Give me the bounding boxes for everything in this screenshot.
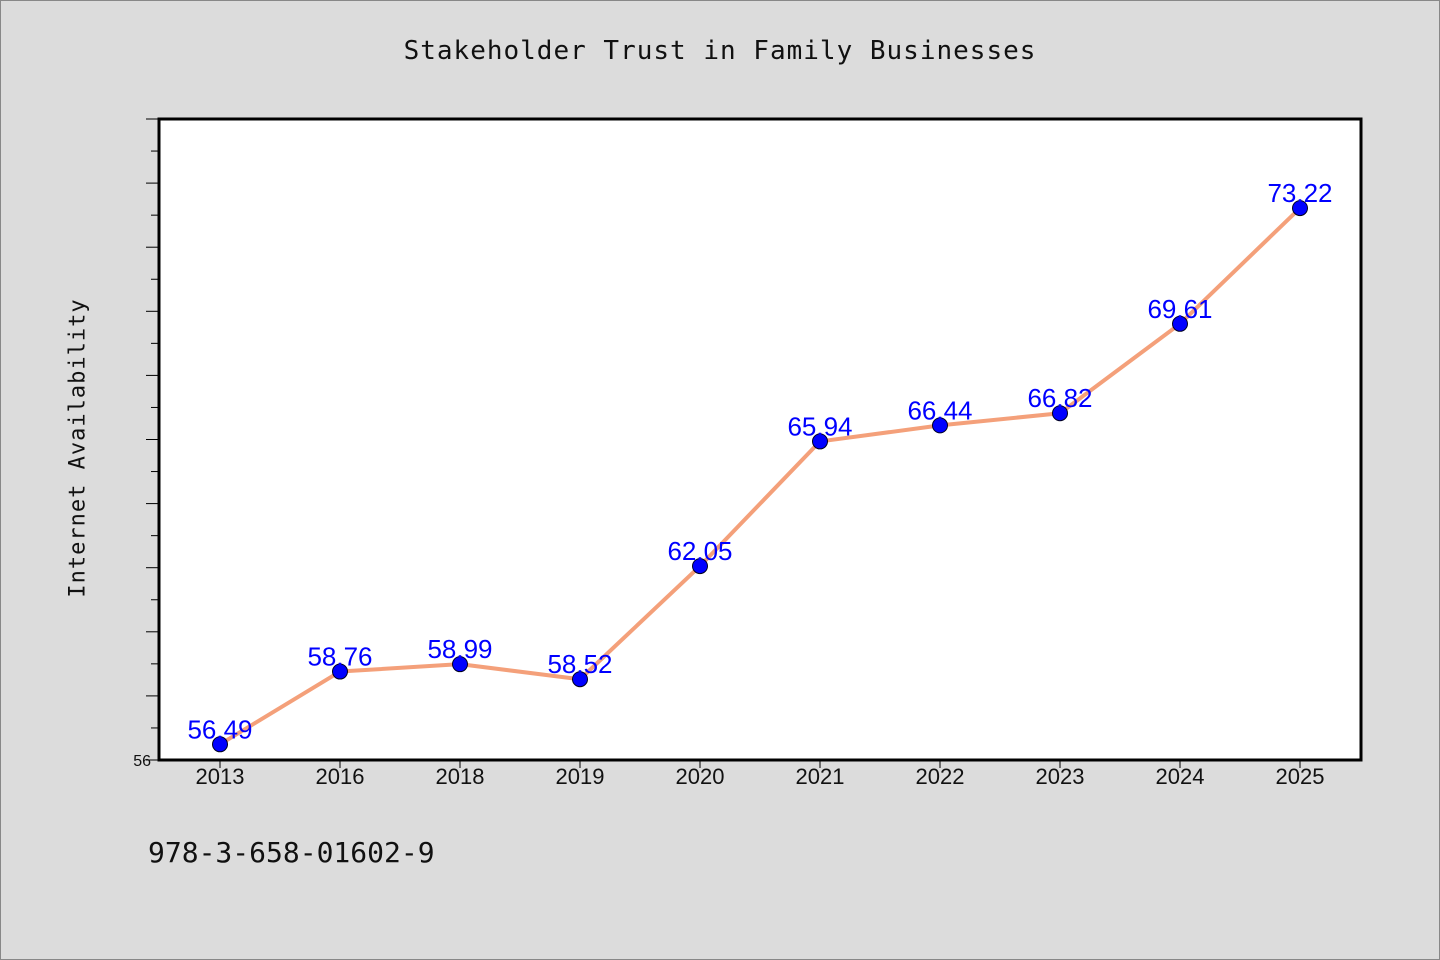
data-point: [452, 656, 468, 673]
y-tick-label: 56: [133, 753, 151, 770]
data-point: [212, 736, 228, 753]
data-point: [1292, 200, 1308, 217]
x-tick-label: 2016: [316, 764, 365, 789]
data-label: 65.94: [787, 411, 852, 441]
data-label: 58.76: [307, 642, 372, 672]
chart-title: Stakeholder Trust in Family Businesses: [403, 36, 1037, 66]
data-point: [932, 417, 948, 434]
x-tick-label: 2020: [676, 764, 725, 789]
data-point: [812, 433, 828, 450]
data-point: [1172, 315, 1188, 332]
data-point: [1052, 405, 1068, 422]
x-tick-label: 2022: [916, 764, 965, 789]
data-label: 58.99: [427, 634, 492, 664]
data-point: [692, 558, 708, 575]
x-tick-label: 2013: [196, 764, 245, 789]
series-line: [218, 206, 1302, 747]
x-tick-label: 2024: [1156, 764, 1205, 789]
data-label: 66.44: [907, 395, 972, 425]
x-tick-label: 2023: [1036, 764, 1085, 789]
x-tick-label: 2018: [436, 764, 485, 789]
x-tick-label: 2021: [796, 764, 845, 789]
data-point: [572, 671, 588, 688]
data-label: 69.61: [1147, 294, 1212, 324]
data-label: 62.05: [667, 536, 732, 566]
data-label: 58.52: [547, 649, 612, 679]
x-tick-label: 2025: [1276, 764, 1325, 789]
footnote-isbn: 978-3-658-01602-9: [148, 836, 435, 869]
data-label: 73.22: [1267, 178, 1332, 208]
plot-area: [157, 117, 1363, 762]
x-tick-label: 2019: [556, 764, 605, 789]
data-label: 56.49: [187, 714, 252, 744]
data-point: [332, 663, 348, 680]
data-label: 66.82: [1027, 383, 1092, 413]
